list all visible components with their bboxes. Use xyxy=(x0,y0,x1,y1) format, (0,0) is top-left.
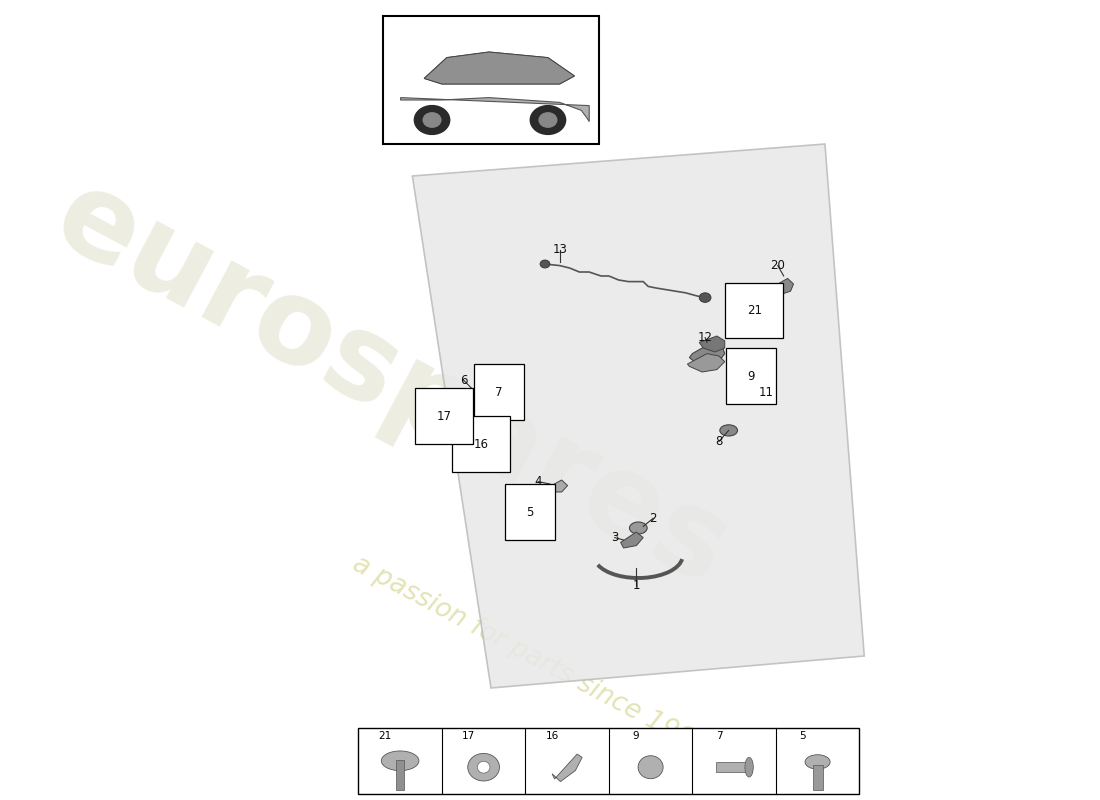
Polygon shape xyxy=(552,754,582,782)
Polygon shape xyxy=(455,394,510,414)
Text: 13: 13 xyxy=(552,243,568,256)
Bar xyxy=(396,760,405,790)
Polygon shape xyxy=(700,336,725,352)
Text: 20: 20 xyxy=(770,259,785,272)
Text: 4: 4 xyxy=(535,475,542,488)
Text: 5: 5 xyxy=(800,731,806,741)
Text: 9: 9 xyxy=(748,370,755,382)
Ellipse shape xyxy=(629,522,647,534)
Bar xyxy=(813,766,823,790)
Text: a passion for parts since 1985: a passion for parts since 1985 xyxy=(349,551,712,761)
Ellipse shape xyxy=(468,754,499,781)
Circle shape xyxy=(424,113,441,127)
Ellipse shape xyxy=(805,754,830,769)
Circle shape xyxy=(415,106,450,134)
Text: 21: 21 xyxy=(378,731,392,741)
Text: 16: 16 xyxy=(474,438,488,450)
Circle shape xyxy=(539,113,557,127)
Text: 21: 21 xyxy=(747,304,761,317)
Circle shape xyxy=(700,293,711,302)
Text: 17: 17 xyxy=(437,410,451,422)
Text: 7: 7 xyxy=(495,386,503,398)
Text: 11: 11 xyxy=(759,386,773,398)
Text: 16: 16 xyxy=(546,731,559,741)
Text: 1: 1 xyxy=(632,579,640,592)
Ellipse shape xyxy=(477,762,490,773)
Text: 7: 7 xyxy=(716,731,723,741)
Text: 9: 9 xyxy=(632,731,639,741)
Text: 6: 6 xyxy=(460,374,467,386)
Polygon shape xyxy=(550,480,568,492)
Text: 17: 17 xyxy=(462,731,475,741)
Text: 12: 12 xyxy=(697,331,713,344)
Polygon shape xyxy=(412,144,865,688)
Polygon shape xyxy=(453,382,516,402)
Bar xyxy=(716,762,752,773)
Text: 15: 15 xyxy=(434,424,449,437)
Polygon shape xyxy=(761,315,778,328)
Bar xyxy=(359,728,859,794)
Text: 3: 3 xyxy=(612,531,618,544)
Ellipse shape xyxy=(719,425,737,436)
Text: eurospares: eurospares xyxy=(36,158,749,610)
Ellipse shape xyxy=(745,758,754,777)
Polygon shape xyxy=(620,532,644,548)
Ellipse shape xyxy=(638,756,663,778)
Circle shape xyxy=(540,260,550,268)
Polygon shape xyxy=(400,98,590,122)
Ellipse shape xyxy=(382,751,419,770)
Circle shape xyxy=(530,106,565,134)
Polygon shape xyxy=(455,438,498,454)
Text: 8: 8 xyxy=(715,435,723,448)
Polygon shape xyxy=(774,278,793,294)
Polygon shape xyxy=(453,432,496,448)
Polygon shape xyxy=(688,354,725,372)
Text: 5: 5 xyxy=(527,506,534,518)
Polygon shape xyxy=(690,342,725,366)
Polygon shape xyxy=(425,52,574,84)
Bar xyxy=(383,16,600,144)
Polygon shape xyxy=(425,52,574,84)
Text: 2: 2 xyxy=(649,512,657,525)
